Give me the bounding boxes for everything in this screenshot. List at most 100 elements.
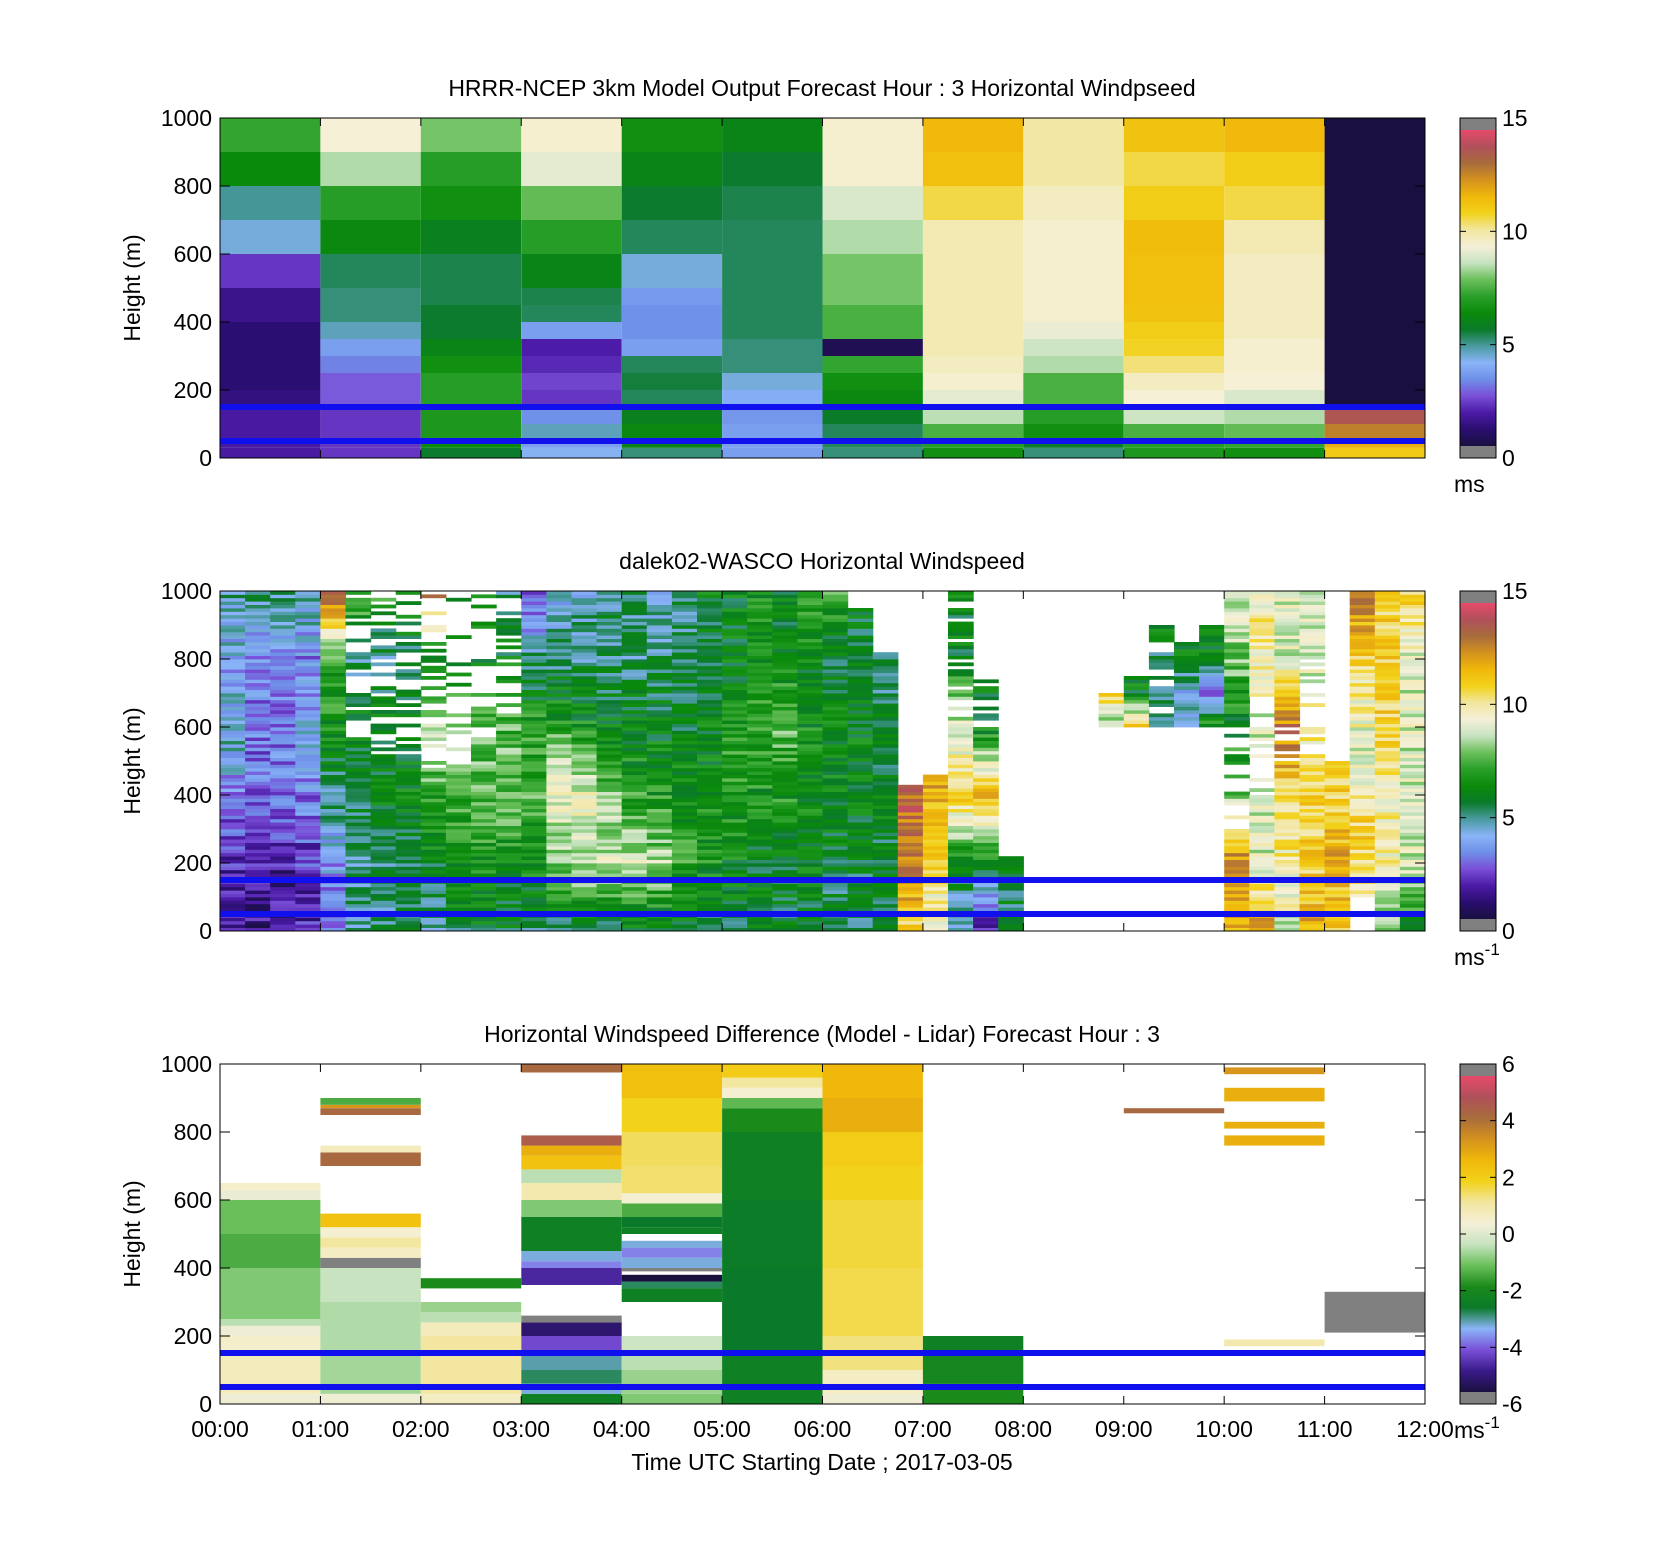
- heatmap-cell: [948, 822, 974, 826]
- heatmap-cell: [897, 815, 924, 820]
- heatmap-cell: [747, 625, 773, 629]
- heatmap-cell: [471, 866, 497, 871]
- heatmap-cell: [646, 764, 673, 769]
- heatmap-cell: [621, 781, 648, 786]
- heatmap-cell: [295, 720, 321, 724]
- heatmap-cell: [420, 781, 447, 786]
- heatmap-cell: [521, 1353, 622, 1370]
- heatmap-cell: [646, 723, 673, 728]
- heatmap-cell: [847, 808, 874, 813]
- heatmap-cell: [345, 659, 372, 663]
- heatmap-cell: [621, 744, 648, 748]
- heatmap-cell: [1123, 118, 1225, 152]
- heatmap-cell: [872, 665, 899, 670]
- heatmap-cell: [897, 869, 924, 874]
- heatmap-cell: [270, 727, 296, 731]
- heatmap-cell: [471, 737, 497, 741]
- heatmap-cell: [1224, 679, 1250, 684]
- heatmap-cell: [496, 832, 522, 837]
- heatmap-cell: [1224, 642, 1250, 646]
- heatmap-cell: [797, 713, 824, 718]
- heatmap-cell: [872, 730, 899, 735]
- heatmap-cell: [345, 829, 372, 833]
- heatmap-cell: [1349, 648, 1376, 653]
- heatmap-cell: [445, 795, 472, 799]
- heatmap-cell: [571, 869, 598, 874]
- heatmap-cell: [671, 907, 698, 911]
- heatmap-cell: [395, 635, 422, 639]
- heatmap-cell: [621, 356, 723, 373]
- heatmap-cell: [797, 618, 824, 622]
- heatmap-cell: [1349, 635, 1376, 639]
- heatmap-cell: [621, 897, 648, 901]
- heatmap-cell: [822, 631, 849, 636]
- heatmap-cell: [596, 652, 623, 656]
- heatmap-cell: [521, 1200, 622, 1217]
- heatmap-cell: [546, 693, 573, 697]
- heatmap-cell: [948, 873, 974, 877]
- heatmap-cell: [1224, 723, 1250, 728]
- heatmap-cell: [1224, 288, 1325, 305]
- heatmap-cell: [320, 676, 347, 680]
- heatmap-cell: [772, 750, 798, 755]
- heatmap-cell: [772, 791, 798, 796]
- heatmap-cell: [772, 710, 798, 714]
- heatmap-cell: [747, 747, 773, 752]
- heatmap-cell: [1098, 696, 1125, 701]
- heatmap-cell: [1399, 890, 1425, 894]
- heatmap-cell: [496, 676, 522, 680]
- heatmap-cell: [1274, 669, 1301, 673]
- heatmap-cell: [596, 597, 623, 602]
- heatmap-cell: [646, 835, 673, 840]
- heatmap-cell: [420, 801, 447, 806]
- heatmap-cell: [1374, 693, 1401, 697]
- heatmap-cell: [245, 665, 271, 670]
- heatmap-cell: [571, 903, 598, 908]
- heatmap-cell: [1399, 662, 1425, 667]
- heatmap-cell: [596, 642, 623, 646]
- heatmap-cell: [496, 859, 522, 864]
- heatmap-cell: [1349, 628, 1376, 633]
- heatmap-cell: [445, 829, 472, 833]
- heatmap-cell: [320, 594, 347, 599]
- heatmap-cell: [521, 424, 622, 441]
- heatmap-cell: [822, 829, 849, 833]
- heatmap-cell: [1098, 703, 1125, 707]
- heatmap-cell: [546, 897, 573, 901]
- heatmap-cell: [722, 628, 748, 633]
- heatmap-cell: [320, 1247, 421, 1258]
- heatmap-cell: [1224, 648, 1250, 653]
- heatmap-cell: [922, 808, 949, 813]
- heatmap-cell: [772, 591, 798, 595]
- heatmap-cell: [596, 699, 623, 704]
- heatmap-cell: [697, 900, 723, 905]
- heatmap-cell: [621, 390, 723, 407]
- heatmap-cell: [1249, 863, 1275, 867]
- heatmap-cell: [471, 815, 497, 820]
- heatmap-cell: [471, 710, 497, 714]
- heatmap-cell: [847, 805, 874, 809]
- heatmap-cell: [521, 220, 622, 254]
- heatmap-cell: [546, 638, 573, 643]
- heatmap-cell: [998, 883, 1024, 888]
- heatmap-cell: [747, 900, 773, 905]
- heatmap-cell: [521, 761, 547, 765]
- heatmap-cell: [270, 665, 296, 670]
- heatmap-cell: [797, 696, 824, 701]
- heatmap-cell: [697, 750, 723, 755]
- heatmap-cell: [220, 659, 246, 663]
- heatmap-cell: [772, 778, 798, 782]
- heatmap-cell: [722, 818, 748, 823]
- heatmap-cell: [571, 730, 598, 735]
- heatmap-cell: [747, 767, 773, 772]
- y-tick-label: 1000: [161, 578, 212, 604]
- heatmap-cell: [1249, 631, 1275, 636]
- heatmap-cell: [772, 757, 798, 762]
- heatmap-cell: [1249, 856, 1275, 860]
- heatmap-cell: [747, 863, 773, 867]
- heatmap-cell: [1274, 859, 1301, 864]
- heatmap-cell: [320, 808, 347, 813]
- heatmap-cell: [722, 665, 748, 670]
- heatmap-cell: [220, 829, 246, 833]
